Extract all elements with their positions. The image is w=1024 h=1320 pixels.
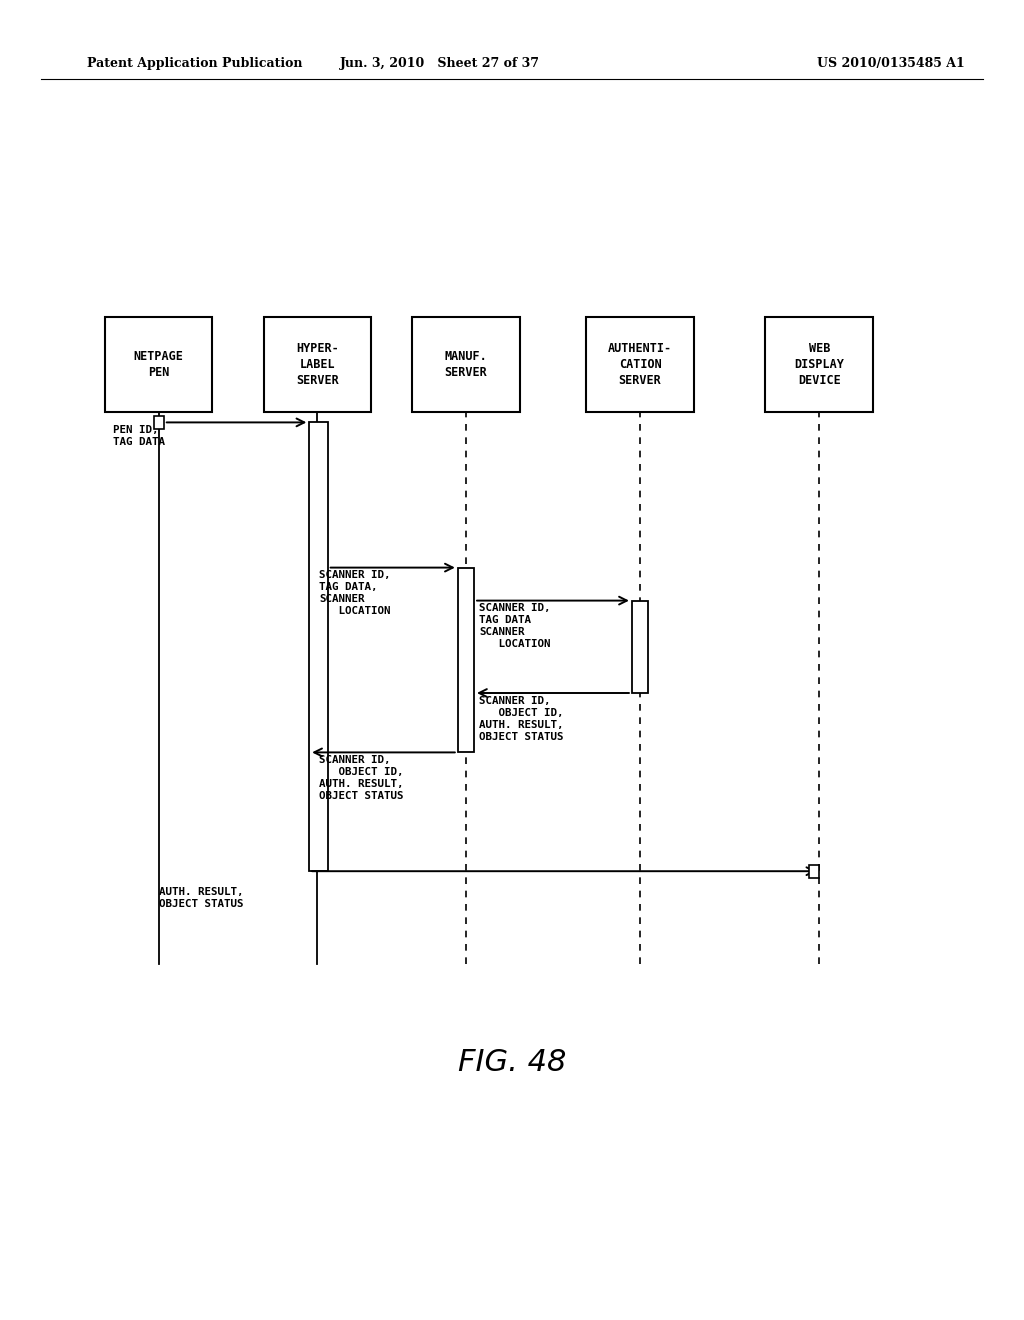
Text: Patent Application Publication: Patent Application Publication [87,57,302,70]
Text: PEN ID,
TAG DATA: PEN ID, TAG DATA [113,425,165,447]
Bar [412,317,520,412]
Bar [264,317,371,412]
Text: WEB
DISPLAY
DEVICE: WEB DISPLAY DEVICE [795,342,844,387]
Bar [632,601,648,693]
Bar [586,317,694,412]
Text: SCANNER ID,
TAG DATA
SCANNER
   LOCATION: SCANNER ID, TAG DATA SCANNER LOCATION [479,603,551,649]
Text: NETPAGE
PEN: NETPAGE PEN [134,350,183,379]
Bar [809,865,819,878]
Bar [309,422,328,871]
Text: AUTH. RESULT,
OBJECT STATUS: AUTH. RESULT, OBJECT STATUS [159,887,244,909]
Text: US 2010/0135485 A1: US 2010/0135485 A1 [817,57,965,70]
Bar [458,568,474,752]
Text: SCANNER ID,
   OBJECT ID,
AUTH. RESULT,
OBJECT STATUS: SCANNER ID, OBJECT ID, AUTH. RESULT, OBJ… [479,696,564,742]
Bar [766,317,872,412]
Text: HYPER-
LABEL
SERVER: HYPER- LABEL SERVER [296,342,339,387]
Text: SCANNER ID,
   OBJECT ID,
AUTH. RESULT,
OBJECT STATUS: SCANNER ID, OBJECT ID, AUTH. RESULT, OBJ… [319,755,404,801]
Bar [154,416,164,429]
Text: FIG. 48: FIG. 48 [458,1048,566,1077]
Text: Jun. 3, 2010   Sheet 27 of 37: Jun. 3, 2010 Sheet 27 of 37 [340,57,541,70]
Text: AUTHENTI-
CATION
SERVER: AUTHENTI- CATION SERVER [608,342,672,387]
Text: MANUF.
SERVER: MANUF. SERVER [444,350,487,379]
Bar [105,317,213,412]
Text: SCANNER ID,
TAG DATA,
SCANNER
   LOCATION: SCANNER ID, TAG DATA, SCANNER LOCATION [319,570,391,616]
